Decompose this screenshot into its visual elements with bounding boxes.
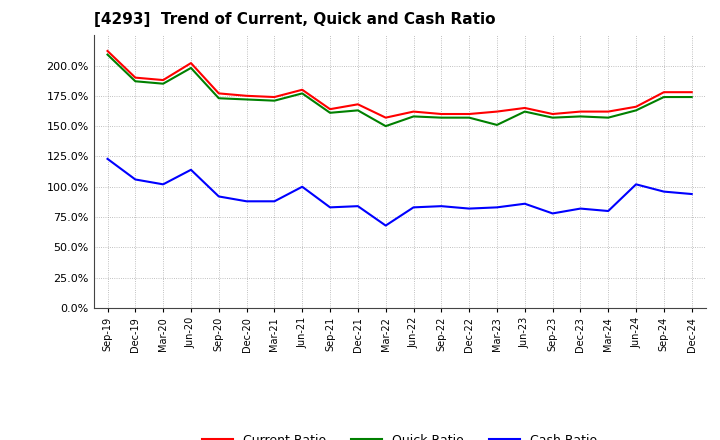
Text: [4293]  Trend of Current, Quick and Cash Ratio: [4293] Trend of Current, Quick and Cash … [94, 12, 495, 27]
Quick Ratio [298, 91, 307, 96]
Cash Ratio [688, 191, 696, 197]
Current Ratio [103, 48, 112, 54]
Current Ratio [576, 109, 585, 114]
Cash Ratio [186, 167, 195, 172]
Cash Ratio [631, 182, 640, 187]
Quick Ratio [660, 95, 668, 100]
Current Ratio [215, 91, 223, 96]
Quick Ratio [215, 95, 223, 101]
Line: Current Ratio: Current Ratio [107, 51, 692, 117]
Cash Ratio [325, 205, 334, 210]
Current Ratio [298, 87, 307, 92]
Current Ratio [521, 105, 529, 110]
Current Ratio [492, 109, 501, 114]
Quick Ratio [604, 115, 613, 120]
Current Ratio [437, 111, 446, 117]
Quick Ratio [521, 109, 529, 114]
Current Ratio [242, 93, 251, 99]
Cash Ratio [409, 205, 418, 210]
Quick Ratio [465, 115, 474, 120]
Quick Ratio [186, 65, 195, 70]
Cash Ratio [382, 223, 390, 228]
Line: Cash Ratio: Cash Ratio [107, 159, 692, 226]
Current Ratio [688, 90, 696, 95]
Current Ratio [660, 90, 668, 95]
Cash Ratio [604, 209, 613, 214]
Cash Ratio [103, 156, 112, 161]
Quick Ratio [688, 95, 696, 100]
Cash Ratio [492, 205, 501, 210]
Quick Ratio [382, 124, 390, 129]
Cash Ratio [660, 189, 668, 194]
Cash Ratio [437, 204, 446, 209]
Quick Ratio [549, 115, 557, 120]
Quick Ratio [631, 108, 640, 113]
Current Ratio [159, 77, 168, 83]
Cash Ratio [465, 206, 474, 211]
Quick Ratio [409, 114, 418, 119]
Current Ratio [409, 109, 418, 114]
Line: Quick Ratio: Quick Ratio [107, 55, 692, 126]
Cash Ratio [215, 194, 223, 199]
Quick Ratio [270, 98, 279, 103]
Cash Ratio [298, 184, 307, 189]
Current Ratio [604, 109, 613, 114]
Cash Ratio [270, 199, 279, 204]
Cash Ratio [521, 201, 529, 206]
Quick Ratio [325, 110, 334, 115]
Quick Ratio [103, 52, 112, 57]
Cash Ratio [242, 199, 251, 204]
Quick Ratio [576, 114, 585, 119]
Current Ratio [549, 111, 557, 117]
Cash Ratio [549, 211, 557, 216]
Cash Ratio [576, 206, 585, 211]
Current Ratio [131, 75, 140, 80]
Current Ratio [465, 111, 474, 117]
Quick Ratio [242, 97, 251, 102]
Legend: Current Ratio, Quick Ratio, Cash Ratio: Current Ratio, Quick Ratio, Cash Ratio [197, 429, 603, 440]
Quick Ratio [492, 122, 501, 128]
Current Ratio [631, 104, 640, 110]
Current Ratio [382, 115, 390, 120]
Quick Ratio [354, 108, 362, 113]
Cash Ratio [354, 204, 362, 209]
Quick Ratio [437, 115, 446, 120]
Quick Ratio [159, 81, 168, 86]
Quick Ratio [131, 79, 140, 84]
Cash Ratio [131, 177, 140, 182]
Current Ratio [354, 102, 362, 107]
Current Ratio [186, 60, 195, 66]
Current Ratio [325, 106, 334, 112]
Cash Ratio [159, 182, 168, 187]
Current Ratio [270, 95, 279, 100]
